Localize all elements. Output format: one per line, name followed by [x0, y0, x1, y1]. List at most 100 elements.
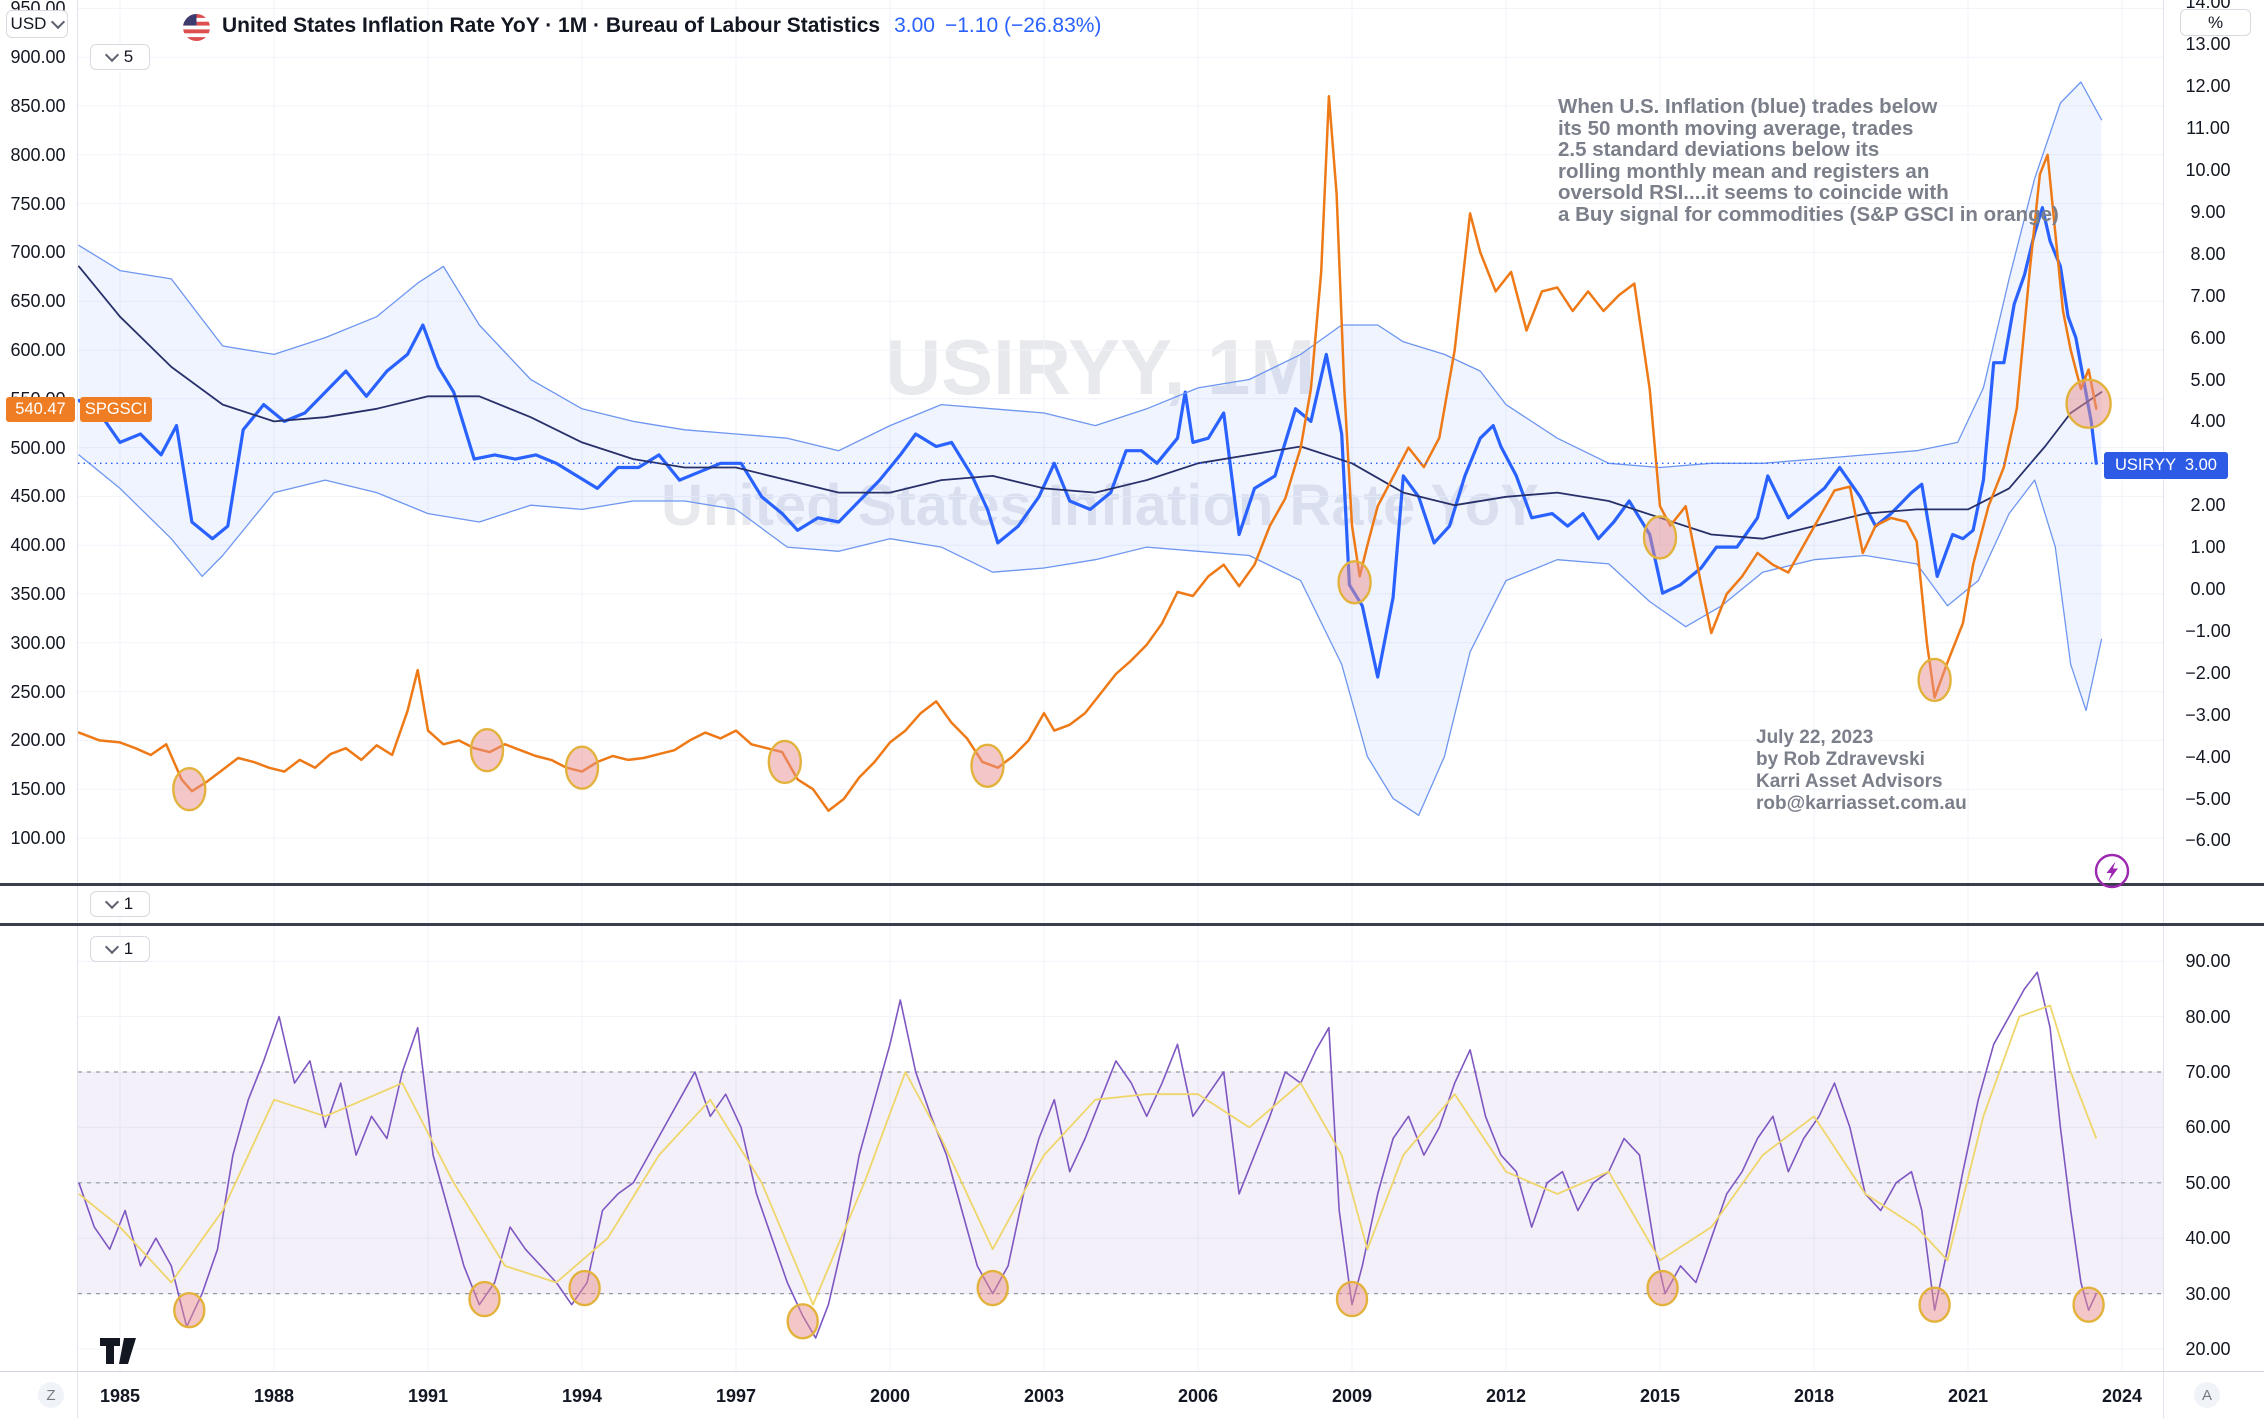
percent-tick: −2.00: [2185, 662, 2231, 683]
time-tick: 1985: [99, 1386, 141, 1406]
price-tick: 250.00: [10, 681, 66, 702]
symbol-header[interactable]: United States Inflation Rate YoY · 1M · …: [222, 14, 1101, 38]
pane-separator-2[interactable]: [0, 923, 2264, 926]
percent-tick: 4.00: [2190, 411, 2226, 432]
percent-tick: 7.00: [2190, 285, 2226, 306]
watermark-description: United States Inflation Rate YoY: [661, 472, 1539, 539]
percent-tick: 12.00: [2185, 76, 2231, 97]
percent-tick: −1.00: [2185, 620, 2231, 641]
price-tick: 750.00: [10, 193, 66, 214]
rsi-tick: 90.00: [2185, 951, 2231, 972]
time-tick: 2024: [2101, 1386, 2142, 1406]
percent-tick: 6.00: [2190, 327, 2226, 348]
annotation-line: rolling monthly mean and registers an: [1558, 159, 1930, 183]
symbol-title: United States Inflation Rate YoY · 1M · …: [222, 14, 881, 37]
rsi-tick: 50.00: [2185, 1172, 2231, 1193]
attribution-line: rob@karriasset.com.au: [1756, 793, 1967, 814]
time-tick: 1991: [407, 1386, 448, 1406]
time-tick: 2015: [1639, 1386, 1680, 1406]
pane2-indicator-count: 1: [123, 894, 134, 913]
pane2-legend-collapse-button[interactable]: 1: [90, 891, 150, 917]
chevron-down-icon: [51, 14, 66, 30]
percent-tick: 13.00: [2185, 34, 2231, 55]
percent-tick: 10.00: [2185, 160, 2231, 180]
percent-tick: 0.00: [2190, 579, 2226, 599]
time-tick: 2012: [1485, 1386, 1526, 1406]
rsi-tick: 20.00: [2185, 1339, 2231, 1359]
pane-separator-1[interactable]: [0, 883, 2264, 886]
tradingview-logo[interactable]: [100, 1338, 144, 1373]
percent-tick: −3.00: [2185, 704, 2231, 725]
last-value: 3.00: [894, 14, 935, 37]
percent-tick: 2.00: [2190, 495, 2226, 516]
rsi-tick: 40.00: [2185, 1228, 2231, 1249]
time-tick: 2003: [1023, 1386, 1064, 1406]
lightning-bolt-icon[interactable]: [2093, 852, 2131, 895]
pane3-indicator-count: 1: [123, 939, 134, 958]
rsi-tick: 60.00: [2185, 1117, 2231, 1138]
percent-tick: −6.00: [2185, 830, 2231, 851]
time-axis-border: [0, 1371, 2264, 1372]
price-tick: 600.00: [10, 340, 66, 360]
annotation-line: a Buy signal for commodities (S&P GSCI i…: [1558, 202, 2059, 226]
usiryy-price-label: USIRYY 3.00: [2104, 452, 2228, 479]
change-value: −1.10 (−26.83%): [944, 14, 1102, 37]
price-tick: 650.00: [10, 291, 66, 312]
percent-unit-label: %: [2207, 12, 2224, 32]
attribution-line: July 22, 2023: [1756, 727, 1874, 748]
price-tick: 450.00: [10, 486, 66, 507]
time-tick: 1994: [561, 1386, 602, 1406]
price-tick: 800.00: [10, 144, 66, 165]
time-tick: 2021: [1947, 1386, 1988, 1406]
price-tick: 200.00: [10, 730, 66, 751]
percent-tick: −5.00: [2185, 788, 2231, 809]
chevron-down-icon: [104, 939, 119, 955]
timezone-button[interactable]: Z: [38, 1382, 64, 1408]
chart-annotation-text[interactable]: When U.S. Inflation (blue) trades below …: [1558, 96, 2059, 225]
annotation-line: When U.S. Inflation (blue) trades below: [1558, 95, 1938, 118]
percent-tick: 5.00: [2190, 369, 2226, 390]
price-tick: 300.00: [10, 632, 66, 653]
percent-unit-button[interactable]: %: [2180, 9, 2251, 36]
price-tick: 150.00: [10, 779, 66, 800]
time-tick: 2000: [869, 1386, 910, 1406]
attribution-line: by Rob Zdravevski: [1756, 749, 1925, 770]
price-tick: 850.00: [10, 96, 66, 116]
price-tick: 500.00: [10, 437, 66, 458]
main-indicator-count: 5: [123, 47, 134, 66]
rsi-tick: 80.00: [2185, 1006, 2231, 1027]
percent-tick: 9.00: [2190, 201, 2226, 222]
chevron-down-icon: [104, 894, 119, 910]
price-tick: 350.00: [10, 584, 66, 604]
auto-scale-button[interactable]: A: [2194, 1382, 2220, 1408]
currency-label: USD: [10, 14, 47, 33]
time-tick: 1988: [253, 1386, 294, 1406]
percent-tick: −4.00: [2185, 746, 2231, 767]
rsi-tick: 30.00: [2185, 1283, 2231, 1304]
spgsci-ticker-tag: SPGSCI: [80, 397, 152, 422]
rsi-tick: 70.00: [2185, 1062, 2231, 1082]
attribution-line: Karri Asset Advisors: [1756, 771, 1943, 792]
annotation-line: its 50 month moving average, trades: [1558, 116, 1914, 140]
annotation-line: 2.5 standard deviations below its: [1558, 138, 1880, 161]
time-tick: 2018: [1793, 1386, 1834, 1406]
percent-tick: 1.00: [2190, 537, 2226, 558]
currency-dropdown[interactable]: USD: [6, 10, 68, 38]
time-tick: 1997: [715, 1386, 756, 1406]
main-legend-collapse-button[interactable]: 5: [90, 44, 150, 70]
percent-tick: 11.00: [2186, 118, 2230, 139]
watermark-symbol: USIRYY, 1M: [884, 323, 1316, 411]
price-tick: 700.00: [10, 242, 66, 263]
left-axis-border: [77, 0, 78, 1418]
chevron-down-icon: [104, 47, 119, 63]
annotation-line: oversold RSI....it seems to coincide wit…: [1558, 181, 1949, 204]
percent-tick: 8.00: [2190, 243, 2226, 264]
time-tick: 2009: [1331, 1386, 1372, 1406]
pane3-legend-collapse-button[interactable]: 1: [90, 936, 150, 962]
author-attribution-text[interactable]: July 22, 2023 by Rob Zdravevski Karri As…: [1756, 727, 1967, 815]
spgsci-price-label: 540.47: [6, 397, 75, 422]
time-tick: 2006: [1177, 1386, 1218, 1406]
us-flag-icon: [183, 14, 210, 46]
